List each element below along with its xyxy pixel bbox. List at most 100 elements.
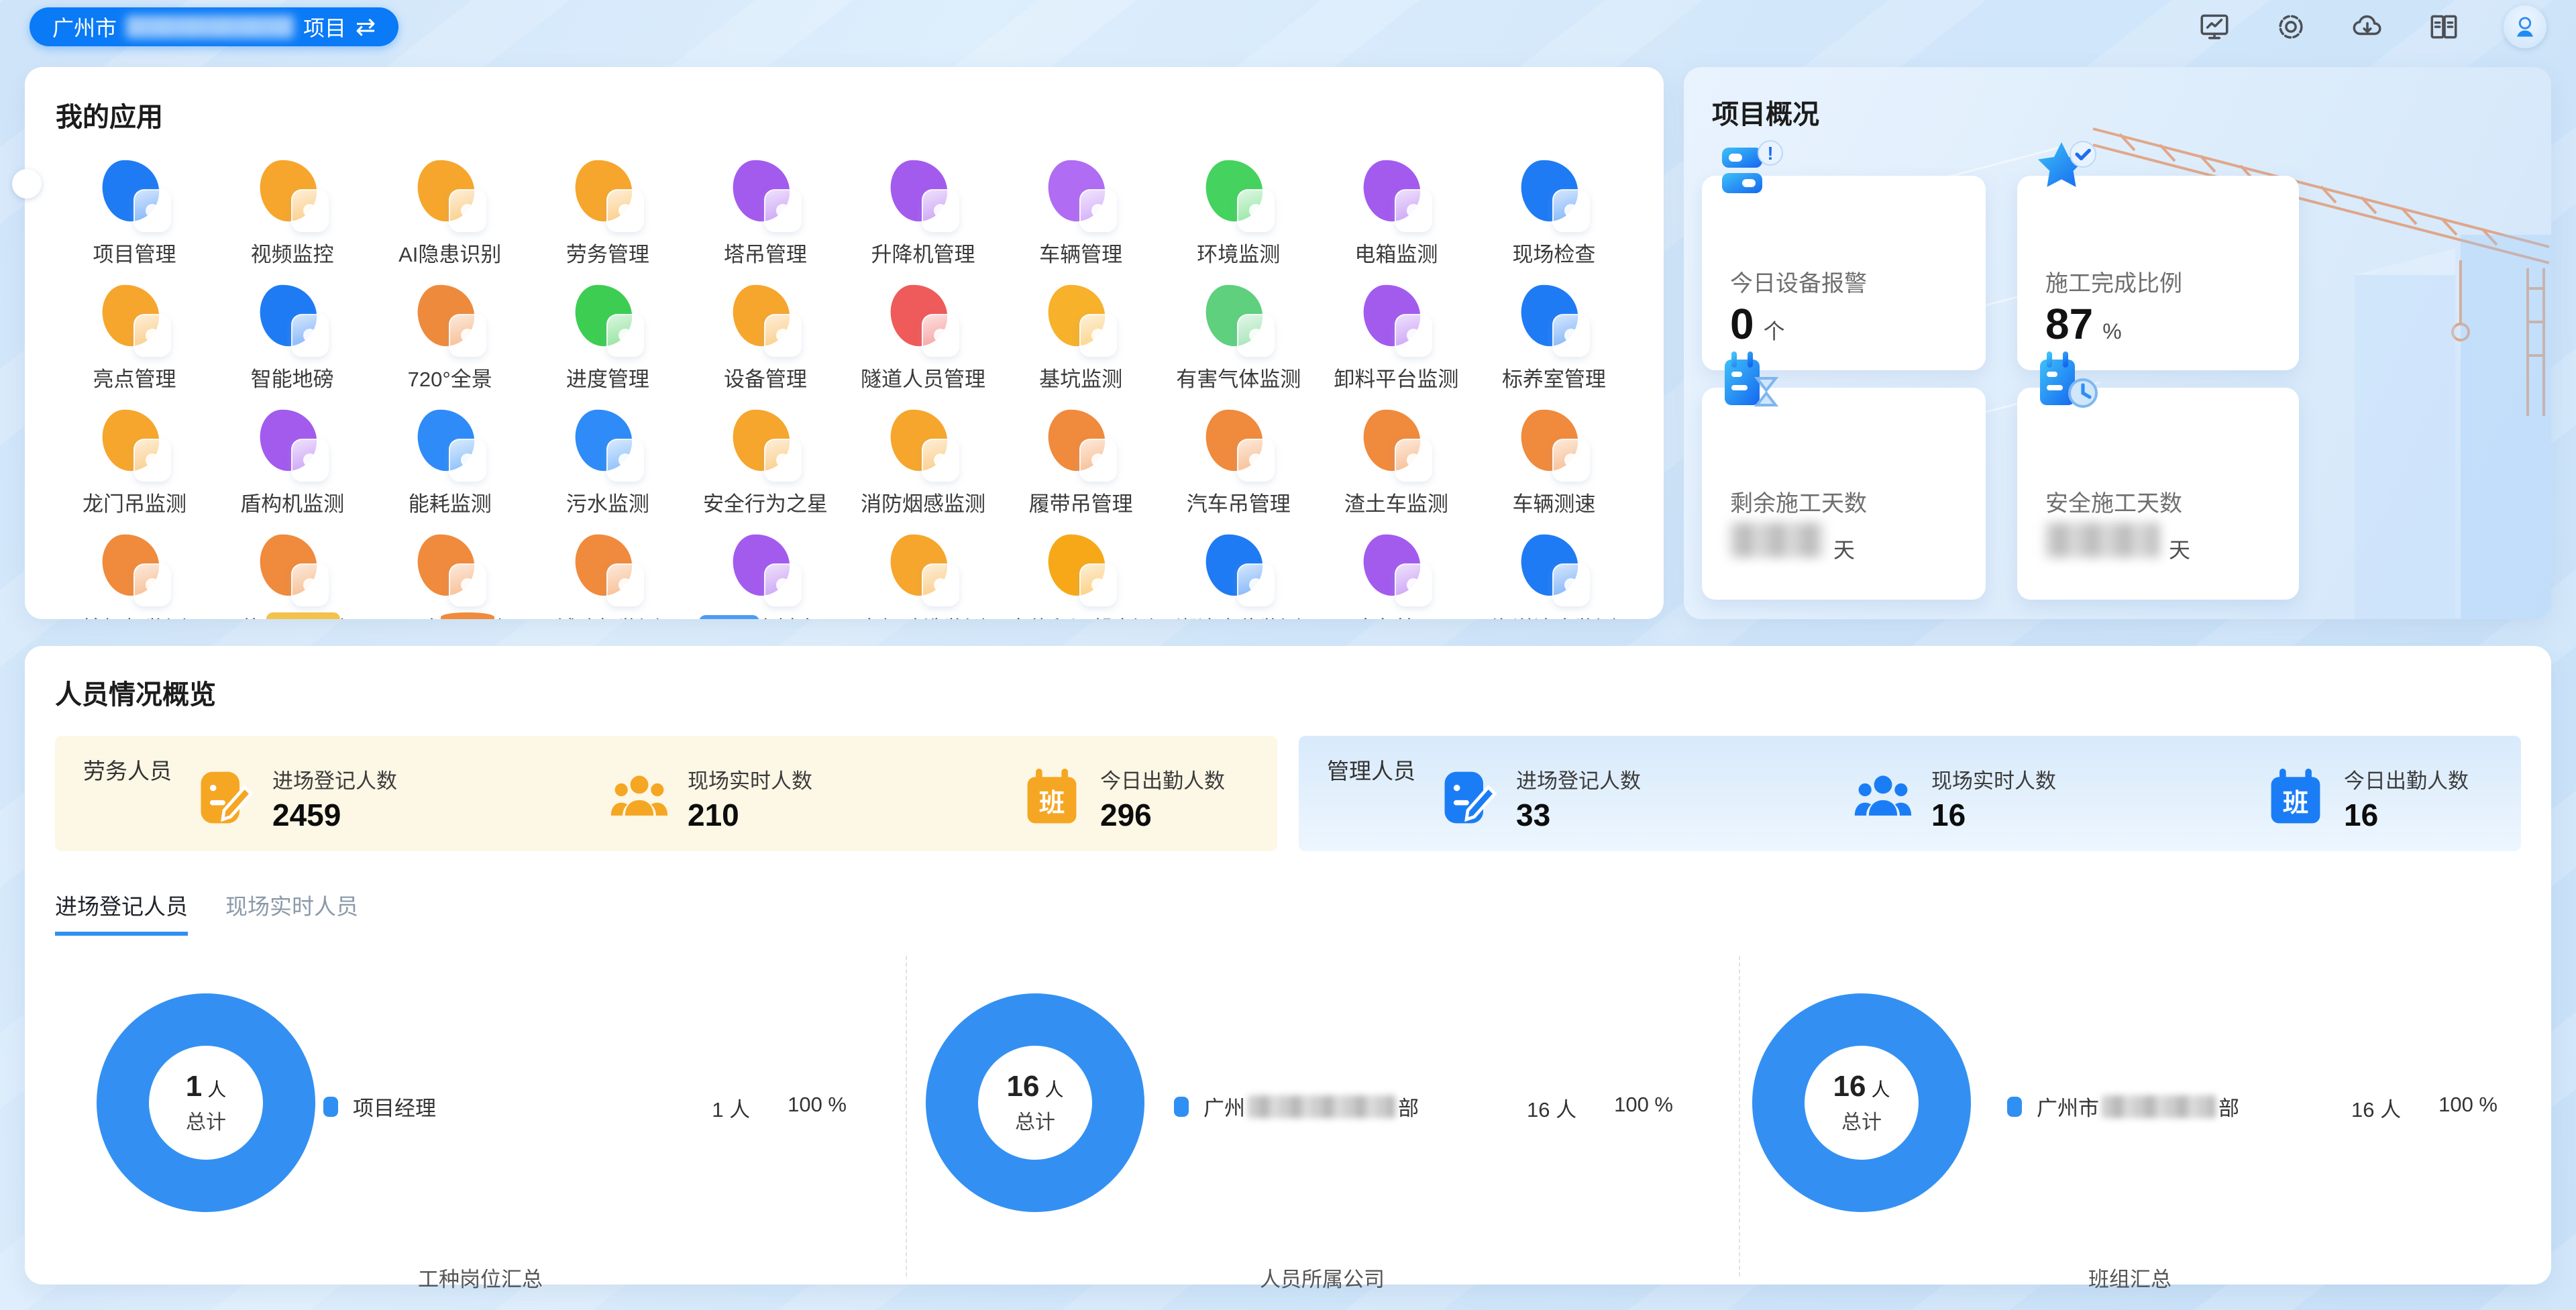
app-item-28[interactable]: 汽车吊管理 bbox=[1160, 406, 1318, 525]
app-label: 铺路机监测 bbox=[529, 612, 686, 619]
redacted-value bbox=[1730, 523, 1824, 558]
user-avatar[interactable] bbox=[2504, 5, 2546, 48]
donut-ring[interactable]: 16 人 总计 bbox=[1752, 993, 1971, 1212]
app-icon bbox=[1042, 406, 1120, 482]
app-item-25[interactable]: 安全行为之星 bbox=[686, 406, 844, 525]
donut-total-label: 总计 bbox=[186, 1111, 226, 1134]
app-item-17[interactable]: 基坑监测 bbox=[1002, 282, 1160, 400]
app-item-10[interactable]: 现场检查 bbox=[1475, 157, 1633, 275]
app-label: 履带吊管理 bbox=[1028, 492, 1133, 516]
legend-row[interactable]: 广州 部 bbox=[1174, 1091, 1419, 1122]
app-item-39[interactable]: 应急管理 bbox=[1318, 531, 1475, 619]
app-item-7[interactable]: 车辆管理 bbox=[1002, 157, 1160, 275]
switch-project-icon: ⇄ bbox=[356, 13, 376, 40]
star-check-icon bbox=[2032, 137, 2102, 207]
app-label: 潮汐水位监测 bbox=[1160, 612, 1318, 619]
apps-carousel-prev-button[interactable] bbox=[12, 169, 42, 199]
app-item-21[interactable]: 龙门吊监测 bbox=[56, 406, 213, 525]
stat-people: 现场实时人数 210 bbox=[608, 764, 812, 830]
legend-marker bbox=[1174, 1096, 1189, 1117]
stat-calendar-ban: 班 今日出勤人数 296 bbox=[1021, 764, 1225, 830]
legend-row[interactable]: 广州市 部 bbox=[2007, 1091, 2239, 1122]
app-item-4[interactable]: 劳务管理 bbox=[529, 157, 686, 275]
legend-percent: 100 % bbox=[1614, 1093, 1673, 1116]
my-apps-title: 我的应用 bbox=[56, 103, 163, 132]
app-item-36[interactable]: 车辆冲洗监测 bbox=[845, 531, 1002, 619]
app-item-31[interactable]: 挖掘机监测 bbox=[56, 531, 213, 619]
app-item-38[interactable]: 潮汐水位监测 bbox=[1160, 531, 1318, 619]
app-item-11[interactable]: 亮点管理 bbox=[56, 282, 213, 400]
personnel-strips: 劳务人员 进场登记人数 2459 现场实时人数 210 班 今日出勤人数 296… bbox=[55, 736, 2521, 851]
partial-app-icon bbox=[266, 612, 340, 619]
app-icon bbox=[727, 282, 804, 357]
stat-label: 现场实时人数 bbox=[688, 769, 812, 793]
card-unit: % bbox=[2102, 319, 2122, 344]
app-item-13[interactable]: 720°全景 bbox=[371, 282, 529, 400]
donut-total-label: 总计 bbox=[1015, 1111, 1055, 1134]
tab-onsite-personnel[interactable]: 现场实时人员 bbox=[225, 894, 358, 919]
app-item-29[interactable]: 渣土车监测 bbox=[1318, 406, 1475, 525]
app-item-14[interactable]: 进度管理 bbox=[529, 282, 686, 400]
app-item-24[interactable]: 污水监测 bbox=[529, 406, 686, 525]
app-item-18[interactable]: 有害气体监测 bbox=[1160, 282, 1318, 400]
donut-ring[interactable]: 16 人 总计 bbox=[926, 993, 1144, 1212]
app-icon bbox=[96, 406, 174, 482]
settings-gear-icon[interactable] bbox=[2274, 10, 2308, 44]
app-item-19[interactable]: 卸料平台监测 bbox=[1318, 282, 1475, 400]
app-item-12[interactable]: 智能地磅 bbox=[213, 282, 371, 400]
app-item-20[interactable]: 标养室管理 bbox=[1475, 282, 1633, 400]
app-item-26[interactable]: 消防烟感监测 bbox=[845, 406, 1002, 525]
calendar-clock-icon bbox=[2032, 349, 2102, 419]
app-icon bbox=[96, 157, 174, 232]
app-icon bbox=[727, 531, 804, 606]
app-icon bbox=[1515, 531, 1593, 606]
app-icon bbox=[254, 531, 331, 606]
app-item-30[interactable]: 车辆测速 bbox=[1475, 406, 1633, 525]
app-item-16[interactable]: 隧道人员管理 bbox=[845, 282, 1002, 400]
app-item-23[interactable]: 能耗监测 bbox=[371, 406, 529, 525]
app-icon bbox=[1199, 157, 1277, 232]
tab-registered-personnel[interactable]: 进场登记人员 bbox=[55, 889, 188, 936]
personnel-tabs: 进场登记人员 现场实时人员 bbox=[55, 889, 2521, 936]
app-item-35[interactable]: 共享资料库 bbox=[686, 531, 844, 619]
app-label: 汽车吊管理 bbox=[1186, 492, 1291, 516]
app-item-37[interactable]: 大体积混凝土测温 bbox=[1002, 531, 1160, 619]
overview-card-2[interactable]: 施工完成比例 87% bbox=[2017, 176, 2299, 370]
manual-book-icon[interactable] bbox=[2427, 10, 2461, 44]
card-unit: 个 bbox=[1763, 319, 1785, 344]
app-item-15[interactable]: 设备管理 bbox=[686, 282, 844, 400]
overview-card-4[interactable]: 安全施工天数 天 bbox=[2017, 388, 2299, 600]
app-item-5[interactable]: 塔吊管理 bbox=[686, 157, 844, 275]
overview-card-3[interactable]: 剩余施工天数 天 bbox=[1702, 388, 1986, 600]
app-item-8[interactable]: 环境监测 bbox=[1160, 157, 1318, 275]
legend-value: 16 人 100 % bbox=[2351, 1093, 2498, 1123]
app-item-27[interactable]: 履带吊管理 bbox=[1002, 406, 1160, 525]
cloud-download-icon[interactable] bbox=[2351, 10, 2384, 44]
app-item-1[interactable]: 项目管理 bbox=[56, 157, 213, 275]
app-label: 盾构机监测 bbox=[240, 492, 345, 516]
redacted-legend-text bbox=[1248, 1095, 1395, 1118]
app-item-32[interactable]: 装载车监测 bbox=[213, 531, 371, 619]
stat-people: 现场实时人数 16 bbox=[1852, 764, 2056, 830]
app-item-33[interactable]: 压路机监测 bbox=[371, 531, 529, 619]
app-item-3[interactable]: AI隐患识别 bbox=[371, 157, 529, 275]
app-item-22[interactable]: 盾构机监测 bbox=[213, 406, 371, 525]
app-icon bbox=[96, 531, 174, 606]
app-item-40[interactable]: 海洋浊度监测 bbox=[1475, 531, 1633, 619]
app-item-2[interactable]: 视频监控 bbox=[213, 157, 371, 275]
legend-row[interactable]: 项目经理 bbox=[323, 1091, 436, 1122]
app-icon bbox=[254, 282, 331, 357]
project-switcher[interactable]: 广州市 项目 ⇄ bbox=[30, 7, 399, 46]
app-item-6[interactable]: 升降机管理 bbox=[845, 157, 1002, 275]
topbar: 广州市 项目 ⇄ bbox=[0, 0, 2576, 54]
stat-label: 进场登记人数 bbox=[272, 769, 397, 793]
monitor-screen-icon[interactable] bbox=[2198, 10, 2231, 44]
app-item-34[interactable]: 铺路机监测 bbox=[529, 531, 686, 619]
legend-text: 项目经理 bbox=[353, 1097, 436, 1120]
app-item-9[interactable]: 电箱监测 bbox=[1318, 157, 1475, 275]
legend-text: 广州 bbox=[1203, 1097, 1245, 1120]
